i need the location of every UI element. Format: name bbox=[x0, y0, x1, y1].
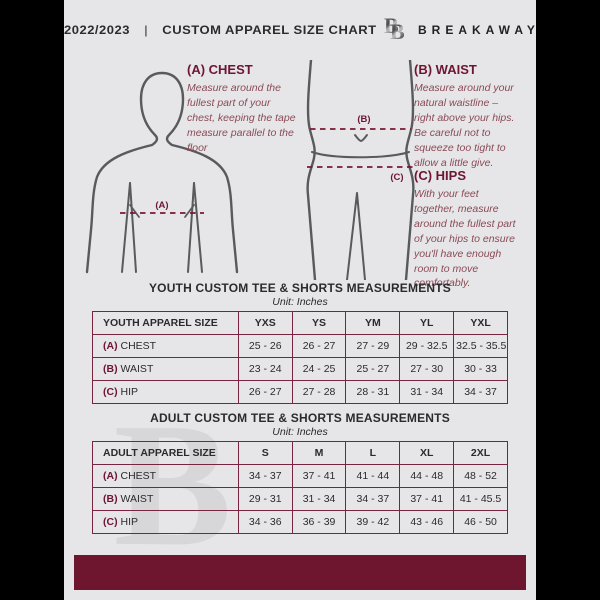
svg-text:(C): (C) bbox=[390, 172, 403, 183]
svg-text:(A): (A) bbox=[155, 200, 168, 211]
svg-text:B: B bbox=[390, 19, 405, 44]
svg-text:(B): (B) bbox=[357, 114, 370, 125]
